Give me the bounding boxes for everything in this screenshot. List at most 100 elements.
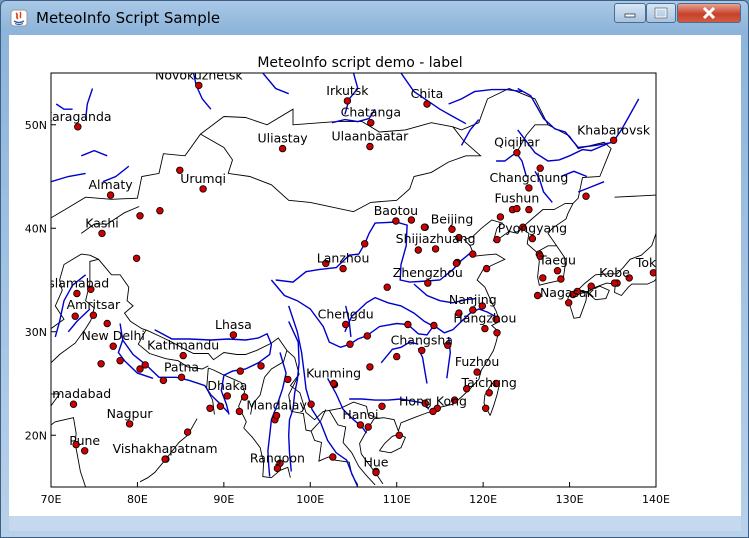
city-marker: [565, 299, 573, 307]
city-marker: [136, 212, 144, 220]
city-marker: [407, 216, 416, 224]
city-marker: [136, 365, 144, 373]
java-icon: [10, 9, 28, 27]
city-marker: [97, 360, 105, 368]
city-marker: [469, 306, 477, 314]
city-marker: [473, 368, 481, 376]
river-line: [55, 103, 73, 110]
city-marker: [423, 100, 431, 108]
city-marker: [98, 229, 106, 238]
city-marker: [431, 245, 440, 253]
river-line: [577, 181, 605, 193]
city-marker: [223, 392, 231, 400]
river-line: [84, 88, 94, 120]
city-marker: [420, 223, 429, 231]
city-marker: [199, 185, 207, 193]
border-line: [614, 194, 656, 198]
city-label: Islamabad: [45, 276, 110, 291]
city-marker: [113, 505, 120, 512]
city-marker: [361, 240, 369, 248]
x-tick-label: 70E: [41, 493, 62, 506]
city-marker: [393, 352, 401, 361]
city-marker: [587, 282, 595, 290]
city-label: Tokyo: [635, 255, 671, 270]
city-marker: [364, 423, 372, 431]
city-marker: [141, 361, 149, 369]
city-label: Kathmandu: [147, 338, 219, 353]
river-line: [54, 274, 87, 338]
river-line: [81, 149, 108, 157]
city-label: Pune: [69, 433, 100, 448]
city-label: Amritsar: [67, 297, 121, 312]
city-marker: [272, 411, 281, 420]
border-line: [536, 245, 557, 253]
maximize-button[interactable]: [646, 3, 676, 23]
city-label: Karaganda: [44, 109, 112, 124]
city-marker: [216, 402, 225, 410]
y-axis: 20N 30N 40N 50N: [25, 119, 56, 442]
city-label: Beijing: [431, 211, 474, 226]
border-line: [51, 417, 87, 487]
city-marker: [125, 420, 134, 428]
city-marker: [176, 166, 184, 174]
x-tick-label: 120E: [469, 493, 497, 506]
border-line: [517, 124, 548, 151]
city-marker: [106, 191, 115, 199]
city-marker: [539, 274, 547, 282]
y-tick-label: 30N: [25, 326, 47, 339]
city-marker: [132, 254, 141, 262]
border-line: [51, 393, 61, 411]
city-markers: [69, 81, 656, 512]
river-line: [345, 305, 352, 337]
close-button[interactable]: [677, 3, 741, 23]
city-marker: [536, 252, 544, 260]
city-marker: [536, 164, 544, 172]
river-line: [67, 308, 91, 333]
city-marker: [322, 259, 330, 268]
city-marker: [346, 340, 354, 348]
city-marker: [533, 291, 542, 300]
city-marker: [206, 404, 214, 412]
city-label: Ahmadabad: [36, 386, 111, 401]
city-marker: [236, 367, 244, 375]
city-marker: [649, 269, 656, 277]
city-marker: [395, 431, 403, 439]
city-label: Patna: [164, 359, 199, 374]
city-marker: [392, 217, 400, 225]
city-marker: [455, 233, 463, 242]
border-line: [51, 253, 90, 329]
window-title: MeteoInfo Script Sample: [36, 9, 221, 27]
x-tick-label: 140E: [642, 493, 670, 506]
city-marker: [430, 321, 438, 330]
city-label: Ulaanbaatar: [331, 129, 409, 144]
city-label: Vishakhapatnam: [113, 441, 218, 456]
city-marker: [73, 289, 81, 298]
title-bar[interactable]: MeteoInfo Script Sample: [1, 1, 748, 35]
river-line: [192, 73, 212, 110]
city-marker: [329, 379, 338, 388]
city-marker: [195, 81, 203, 90]
city-marker: [116, 357, 124, 365]
city-marker: [235, 407, 244, 416]
city-marker: [525, 184, 533, 192]
minimize-button[interactable]: [614, 3, 646, 23]
city-marker: [492, 315, 500, 323]
city-marker: [493, 235, 501, 244]
city-marker: [109, 342, 117, 350]
city-marker: [80, 447, 89, 455]
city-label: Taichung: [461, 375, 517, 390]
city-label: Qiqihar: [494, 135, 540, 150]
city-marker: [179, 351, 187, 360]
city-marker: [482, 264, 491, 273]
city-marker: [366, 142, 374, 151]
city-label: Nagpur: [107, 406, 154, 421]
city-marker: [161, 455, 169, 463]
city-label: Hong Kong: [399, 393, 467, 408]
city-marker: [610, 279, 619, 287]
city-label: Hangzhou: [453, 311, 516, 326]
y-tick-label: 50N: [25, 119, 47, 132]
city-marker: [469, 250, 477, 258]
city-label: Zhengzhou: [393, 265, 463, 280]
city-label: Chatanga: [341, 105, 401, 120]
city-marker: [573, 287, 582, 296]
